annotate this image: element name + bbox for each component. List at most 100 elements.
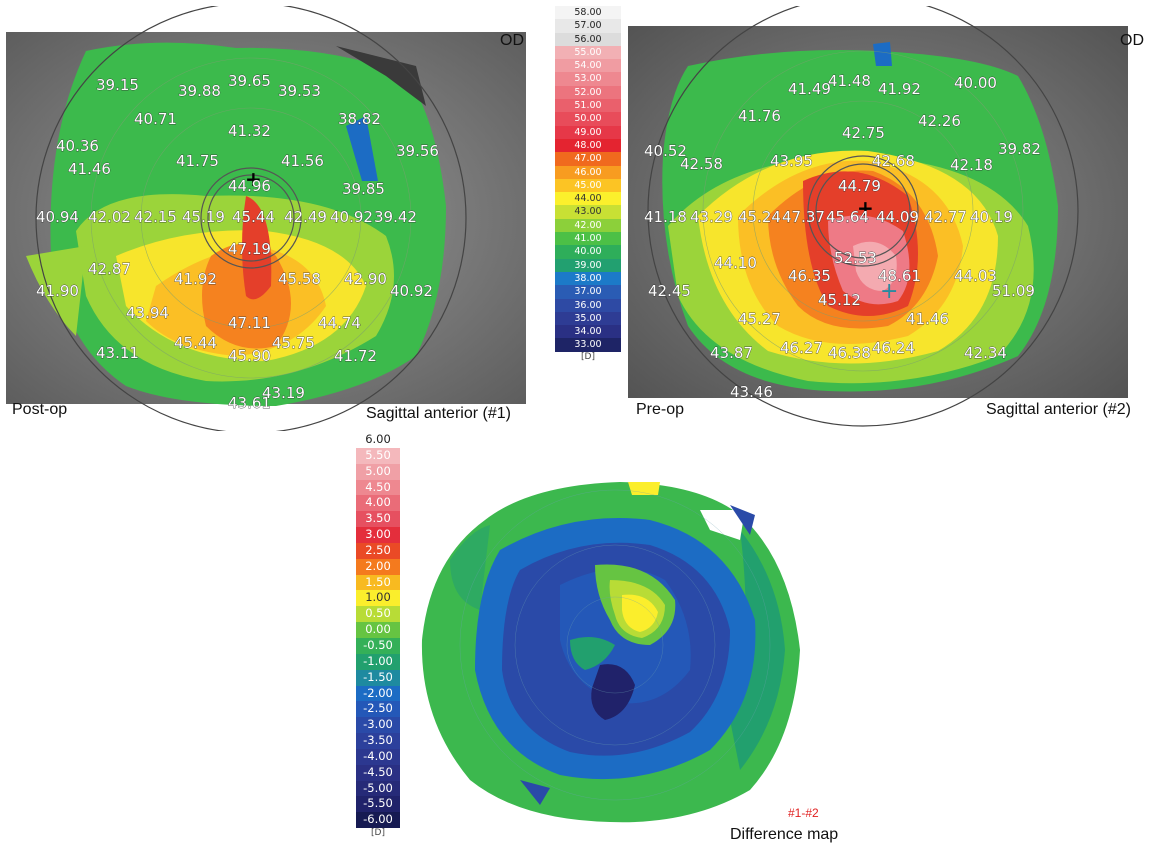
scale-step: -2.50 bbox=[356, 701, 400, 718]
scale-step: 50.00 bbox=[555, 112, 621, 126]
scale-step: 4.00 bbox=[356, 495, 400, 512]
keratometry-reading: 42.26 bbox=[918, 112, 961, 130]
scale-step: 55.00 bbox=[555, 45, 621, 60]
postop-eye-label: OD bbox=[500, 32, 524, 49]
keratometry-reading: 51.09 bbox=[992, 282, 1035, 300]
preop-map-title: Sagittal anterior (#2) bbox=[986, 401, 1131, 418]
scale-step: -4.00 bbox=[356, 748, 400, 765]
keratometry-reading: 43.19 bbox=[262, 384, 305, 402]
preop-eye-label: OD bbox=[1120, 32, 1144, 49]
keratometry-reading: 47.11 bbox=[228, 314, 271, 332]
difference-map-label: Difference map bbox=[730, 826, 839, 843]
keratometry-reading: 41.72 bbox=[334, 347, 377, 365]
difference-map bbox=[410, 470, 810, 835]
keratometry-reading: 42.49 bbox=[284, 208, 327, 226]
scale-step: 46.00 bbox=[555, 165, 621, 179]
keratometry-reading: 45.75 bbox=[272, 334, 315, 352]
scale-step: 48.00 bbox=[555, 138, 621, 153]
keratometry-reading: 42.34 bbox=[964, 344, 1007, 362]
keratometry-reading: 39.85 bbox=[342, 180, 385, 198]
keratometry-reading: 46.24 bbox=[872, 339, 915, 357]
keratometry-reading: 40.00 bbox=[954, 74, 997, 92]
sagittal-scale-unit: [D] bbox=[581, 351, 595, 362]
keratometry-reading: 41.92 bbox=[174, 270, 217, 288]
preop-label: Pre-op bbox=[636, 401, 685, 418]
keratometry-reading: 41.46 bbox=[68, 160, 111, 178]
keratometry-reading: 40.92 bbox=[330, 208, 373, 226]
keratometry-reading: 39.56 bbox=[396, 142, 439, 160]
scale-step: 2.50 bbox=[356, 542, 400, 559]
keratometry-reading: 42.15 bbox=[134, 208, 177, 226]
scale-step: -1.00 bbox=[356, 653, 400, 670]
keratometry-reading: 45.44 bbox=[174, 334, 217, 352]
center-marker-icon: + bbox=[857, 196, 874, 220]
keratometry-reading: 43.87 bbox=[710, 344, 753, 362]
keratometry-reading: 45.19 bbox=[182, 208, 225, 226]
keratometry-reading: 48.61 bbox=[878, 267, 921, 285]
keratometry-reading: 52.53 bbox=[834, 249, 877, 267]
scale-step: -5.00 bbox=[356, 780, 400, 797]
keratometry-reading: 40.92 bbox=[390, 282, 433, 300]
scale-step: -0.50 bbox=[356, 637, 400, 654]
postop-label: Post-op bbox=[12, 401, 68, 418]
keratometry-reading: 45.24 bbox=[738, 208, 781, 226]
keratometry-reading: 39.42 bbox=[374, 208, 417, 226]
keratometry-reading: 44.96 bbox=[228, 177, 271, 195]
keratometry-reading: 43.94 bbox=[126, 304, 169, 322]
keratometry-reading: 43.46 bbox=[730, 383, 773, 401]
scale-step: 53.00 bbox=[555, 72, 621, 86]
scale-step: -4.50 bbox=[356, 764, 400, 781]
keratometry-reading: 45.12 bbox=[818, 291, 861, 309]
scale-step: 45.00 bbox=[555, 178, 621, 193]
scale-step: 0.00 bbox=[356, 622, 400, 638]
keratometry-reading: 45.58 bbox=[278, 270, 321, 288]
scale-step: -5.50 bbox=[356, 796, 400, 813]
scale-step: 37.00 bbox=[555, 285, 621, 299]
scale-step: 1.00 bbox=[356, 590, 400, 607]
center-marker-icon: + bbox=[245, 167, 262, 191]
keratometry-reading: 42.58 bbox=[680, 155, 723, 173]
keratometry-reading: 46.27 bbox=[780, 339, 823, 357]
keratometry-reading: 45.44 bbox=[232, 208, 275, 226]
scale-step: -6.00 bbox=[356, 812, 400, 829]
keratometry-reading: 42.87 bbox=[88, 260, 131, 278]
keratometry-reading: 40.36 bbox=[56, 137, 99, 155]
keratometry-reading: 41.56 bbox=[281, 152, 324, 170]
keratometry-reading: 43.95 bbox=[770, 152, 813, 170]
keratometry-reading: 41.90 bbox=[36, 282, 79, 300]
keratometry-reading: 43.29 bbox=[690, 208, 733, 226]
keratometry-reading: 39.88 bbox=[178, 82, 221, 100]
scale-step: 51.00 bbox=[555, 99, 621, 113]
keratometry-reading: 40.19 bbox=[970, 208, 1013, 226]
scale-step: 58.00 bbox=[555, 6, 621, 20]
scale-step: 0.50 bbox=[356, 606, 400, 623]
keratometry-reading: 41.76 bbox=[738, 107, 781, 125]
keratometry-reading: 45.90 bbox=[228, 347, 271, 365]
scale-step: 6.00 bbox=[356, 432, 400, 448]
keratometry-reading: 44.74 bbox=[318, 314, 361, 332]
keratometry-reading: 47.37 bbox=[782, 208, 825, 226]
keratometry-reading: 42.90 bbox=[344, 270, 387, 288]
scale-step: 47.00 bbox=[555, 152, 621, 166]
keratometry-reading: 41.18 bbox=[644, 208, 687, 226]
keratometry-reading: 39.82 bbox=[998, 140, 1041, 158]
keratometry-reading: 44.79 bbox=[838, 177, 881, 195]
keratometry-reading: 39.65 bbox=[228, 72, 271, 90]
scale-step: 3.00 bbox=[356, 527, 400, 543]
scale-step: 36.00 bbox=[555, 298, 621, 312]
scale-step: 39.00 bbox=[555, 258, 621, 272]
keratometry-reading: 41.48 bbox=[828, 72, 871, 90]
scale-step: 2.00 bbox=[356, 558, 400, 575]
scale-step: 42.00 bbox=[555, 218, 621, 233]
keratometry-reading: 46.38 bbox=[828, 344, 871, 362]
scale-step: 1.50 bbox=[356, 574, 400, 591]
scale-step: 41.00 bbox=[555, 232, 621, 246]
keratometry-reading: 44.09 bbox=[876, 208, 919, 226]
keratometry-reading: 39.15 bbox=[96, 76, 139, 94]
postop-map-title: Sagittal anterior (#1) bbox=[366, 405, 511, 422]
scale-step: -3.50 bbox=[356, 733, 400, 749]
scale-step: 40.00 bbox=[555, 245, 621, 259]
difference-color-scale: 6.00 5.50 5.00 4.50 4.00 3.50 3.00 2.50 2.00 1.50… bbox=[354, 432, 402, 838]
scale-step: 54.00 bbox=[555, 59, 621, 73]
difference-map-id: #1-#2 bbox=[788, 806, 819, 820]
